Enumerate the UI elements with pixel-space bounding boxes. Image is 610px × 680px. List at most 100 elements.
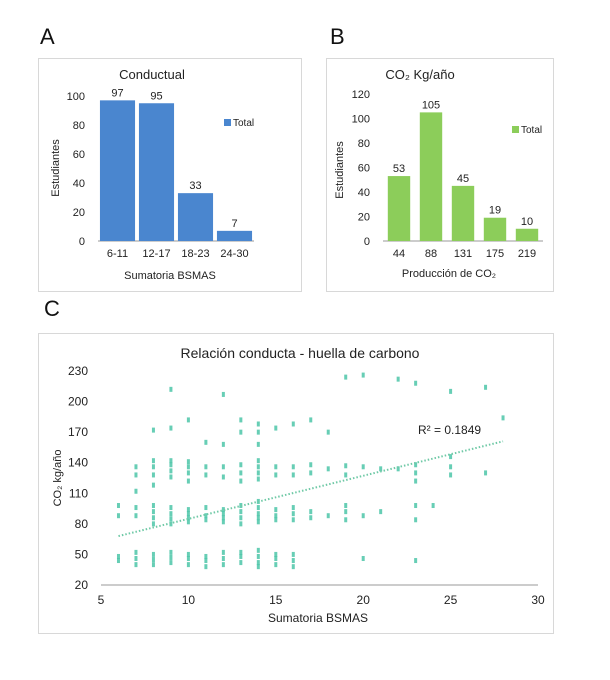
chartB-bar	[387, 176, 411, 241]
chartC-point	[239, 515, 243, 521]
chartC-point	[414, 517, 418, 523]
chartC-ytick-label: 110	[69, 486, 88, 500]
chartB-data-label: 45	[457, 173, 469, 185]
chartC-point	[274, 464, 278, 470]
chartC-point	[256, 515, 260, 521]
chartB-xtick-label: 175	[486, 248, 504, 260]
chartC-point	[501, 415, 505, 421]
chartC-point	[186, 519, 190, 525]
chartC-point	[291, 564, 295, 570]
chartA-data-label: 97	[111, 87, 123, 99]
chartC-point	[134, 556, 138, 562]
chartC-point	[379, 509, 383, 515]
chartC-point	[291, 472, 295, 478]
chartC-point	[396, 376, 400, 382]
chart-a-legend-label: Total	[233, 118, 254, 129]
chartC-point	[221, 549, 225, 555]
chartB-ytick-label: 120	[352, 89, 370, 101]
chartC-ytick-label: 200	[68, 395, 88, 409]
chartC-point	[344, 503, 348, 509]
chartC-point	[151, 557, 155, 563]
chartB-xtick-label: 44	[393, 248, 405, 260]
chartC-point	[414, 503, 418, 509]
chartA-bar	[99, 100, 136, 241]
chartC-point	[239, 478, 243, 484]
chartC-point	[221, 464, 225, 470]
chartC-point	[291, 551, 295, 557]
chartB-bar	[419, 112, 443, 241]
chartC-point	[274, 551, 278, 557]
chartC-point	[116, 503, 120, 509]
chartC-point	[169, 549, 173, 555]
chartC-point	[274, 472, 278, 478]
chartC-point	[239, 417, 243, 423]
chartC-point	[151, 472, 155, 478]
chartC-point	[484, 470, 488, 476]
chartC-point	[151, 503, 155, 509]
chartC-point	[326, 466, 330, 472]
chartC-point	[151, 482, 155, 488]
chartC-point	[239, 549, 243, 555]
chartC-trendline	[118, 440, 504, 538]
chart-b-ylabel: Estudiantes	[334, 141, 346, 199]
chartC-point	[379, 466, 383, 472]
chartC-xtick-label: 20	[357, 593, 371, 607]
chartC-point	[256, 564, 260, 570]
chartC-point	[274, 507, 278, 513]
chartC-point	[484, 384, 488, 390]
chartC-point	[309, 509, 313, 515]
chartC-point	[204, 472, 208, 478]
chartC-point	[169, 511, 173, 517]
chartC-point	[274, 425, 278, 431]
chartB-ytick-label: 0	[364, 236, 370, 248]
chartC-point	[414, 380, 418, 386]
chartC-point	[256, 553, 260, 559]
chartC-point	[274, 556, 278, 562]
chartC-point	[134, 562, 138, 568]
chartA-data-label: 33	[189, 180, 201, 192]
chart-b-legend-label: Total	[521, 125, 542, 136]
chartC-point	[309, 417, 313, 423]
chartC-point	[414, 558, 418, 564]
chartC-point	[134, 549, 138, 555]
chartC-point	[274, 513, 278, 519]
chartC-point	[151, 515, 155, 521]
chartC-point	[256, 519, 260, 525]
chartC-point	[309, 462, 313, 468]
chartC-point	[134, 464, 138, 470]
chart-a-ylabel: Estudiantes	[50, 139, 62, 197]
chart-a-xlabel: Sumatoria BSMAS	[124, 270, 216, 282]
chartC-point	[344, 463, 348, 469]
chart-c-ylabel: CO₂ kg/año	[52, 450, 64, 507]
chartB-data-label: 19	[489, 205, 501, 217]
chartC-point	[186, 470, 190, 476]
chartC-ytick-label: 230	[68, 364, 88, 378]
chartC-point	[326, 513, 330, 519]
chartC-point	[256, 547, 260, 553]
chartB-ytick-label: 60	[358, 163, 370, 175]
chartC-point	[186, 511, 190, 517]
chartB-ytick-label: 80	[358, 138, 370, 150]
chartC-ytick-label: 140	[68, 456, 88, 470]
chartC-point	[204, 564, 208, 570]
chartA-ytick-label: 40	[73, 178, 85, 190]
chartB-bar	[483, 217, 507, 241]
chartC-point	[221, 511, 225, 517]
chartC-point	[256, 470, 260, 476]
chartC-point	[116, 553, 120, 559]
chartC-point	[151, 509, 155, 515]
chartC-point	[239, 509, 243, 515]
chartC-point	[221, 556, 225, 562]
chartC-point	[291, 517, 295, 523]
chartC-point	[449, 454, 453, 460]
chartC-point	[274, 517, 278, 523]
chart-c-xlabel: Sumatoria BSMAS	[268, 611, 368, 625]
chartC-point	[291, 558, 295, 564]
chartC-point	[151, 464, 155, 470]
chartB-ytick-label: 20	[358, 212, 370, 224]
chartC-point	[204, 439, 208, 445]
chartC-point	[221, 507, 225, 513]
chartC-point	[344, 374, 348, 380]
chartC-point	[116, 558, 120, 564]
chartC-point	[134, 488, 138, 494]
